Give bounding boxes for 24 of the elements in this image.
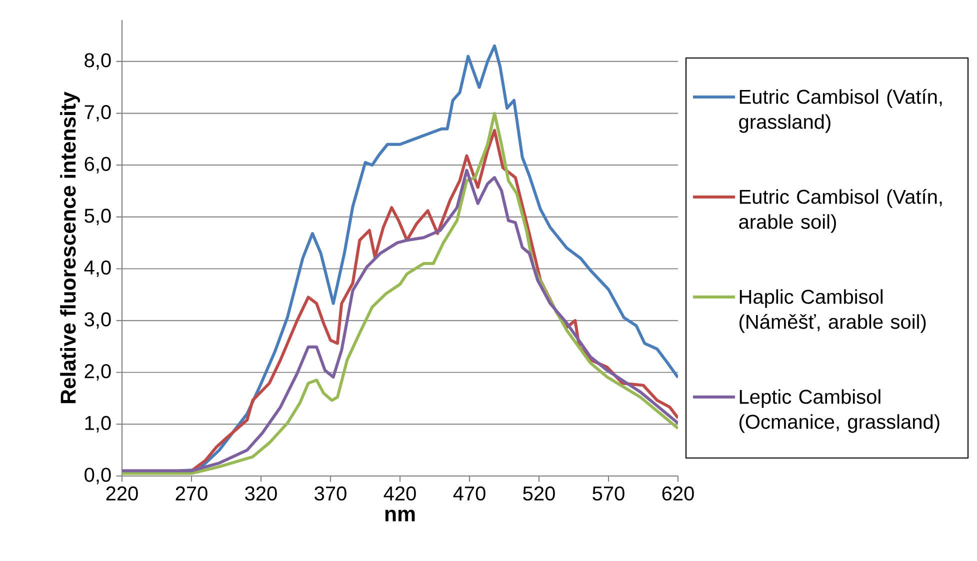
x-tick-label: 270	[176, 486, 208, 501]
y-tick-label: 7,0	[84, 105, 111, 122]
legend-label: Leptic Cambisol (Ocmanice, grassland)	[740, 389, 940, 433]
x-axis-title: nm	[385, 510, 415, 522]
legend-label: Eutric Cambisol (Vatín, grassland)	[739, 88, 942, 133]
y-tick-label: 4,0	[84, 260, 111, 277]
legend-label: Eutric Cambisol (Vatín, arable soil)	[739, 188, 942, 233]
x-tick-label: 570	[592, 486, 624, 501]
x-tick-label: 370	[314, 486, 346, 501]
y-tick-label: 0,0	[84, 468, 111, 484]
y-tick-label: 1,0	[85, 416, 111, 432]
y-tick-label: 5,0	[84, 208, 111, 226]
y-tick-label: 8,0	[84, 53, 111, 70]
x-tick-label: 470	[453, 486, 486, 501]
x-tick-label: 420	[384, 486, 416, 501]
y-axis-title: Relative fluorescence intensity	[60, 92, 80, 404]
y-tick-label: 3,0	[84, 312, 111, 329]
legend-label: Haplic Cambisol (Náměšť, arable soil)	[740, 289, 926, 333]
x-tick-label: 520	[523, 486, 555, 501]
x-tick-label: 620	[662, 486, 694, 501]
x-tick-label: 320	[245, 486, 277, 501]
y-tick-label: 2,0	[84, 364, 111, 381]
y-tick-label: 6,0	[84, 156, 111, 174]
x-tick-label: 220	[106, 486, 138, 501]
